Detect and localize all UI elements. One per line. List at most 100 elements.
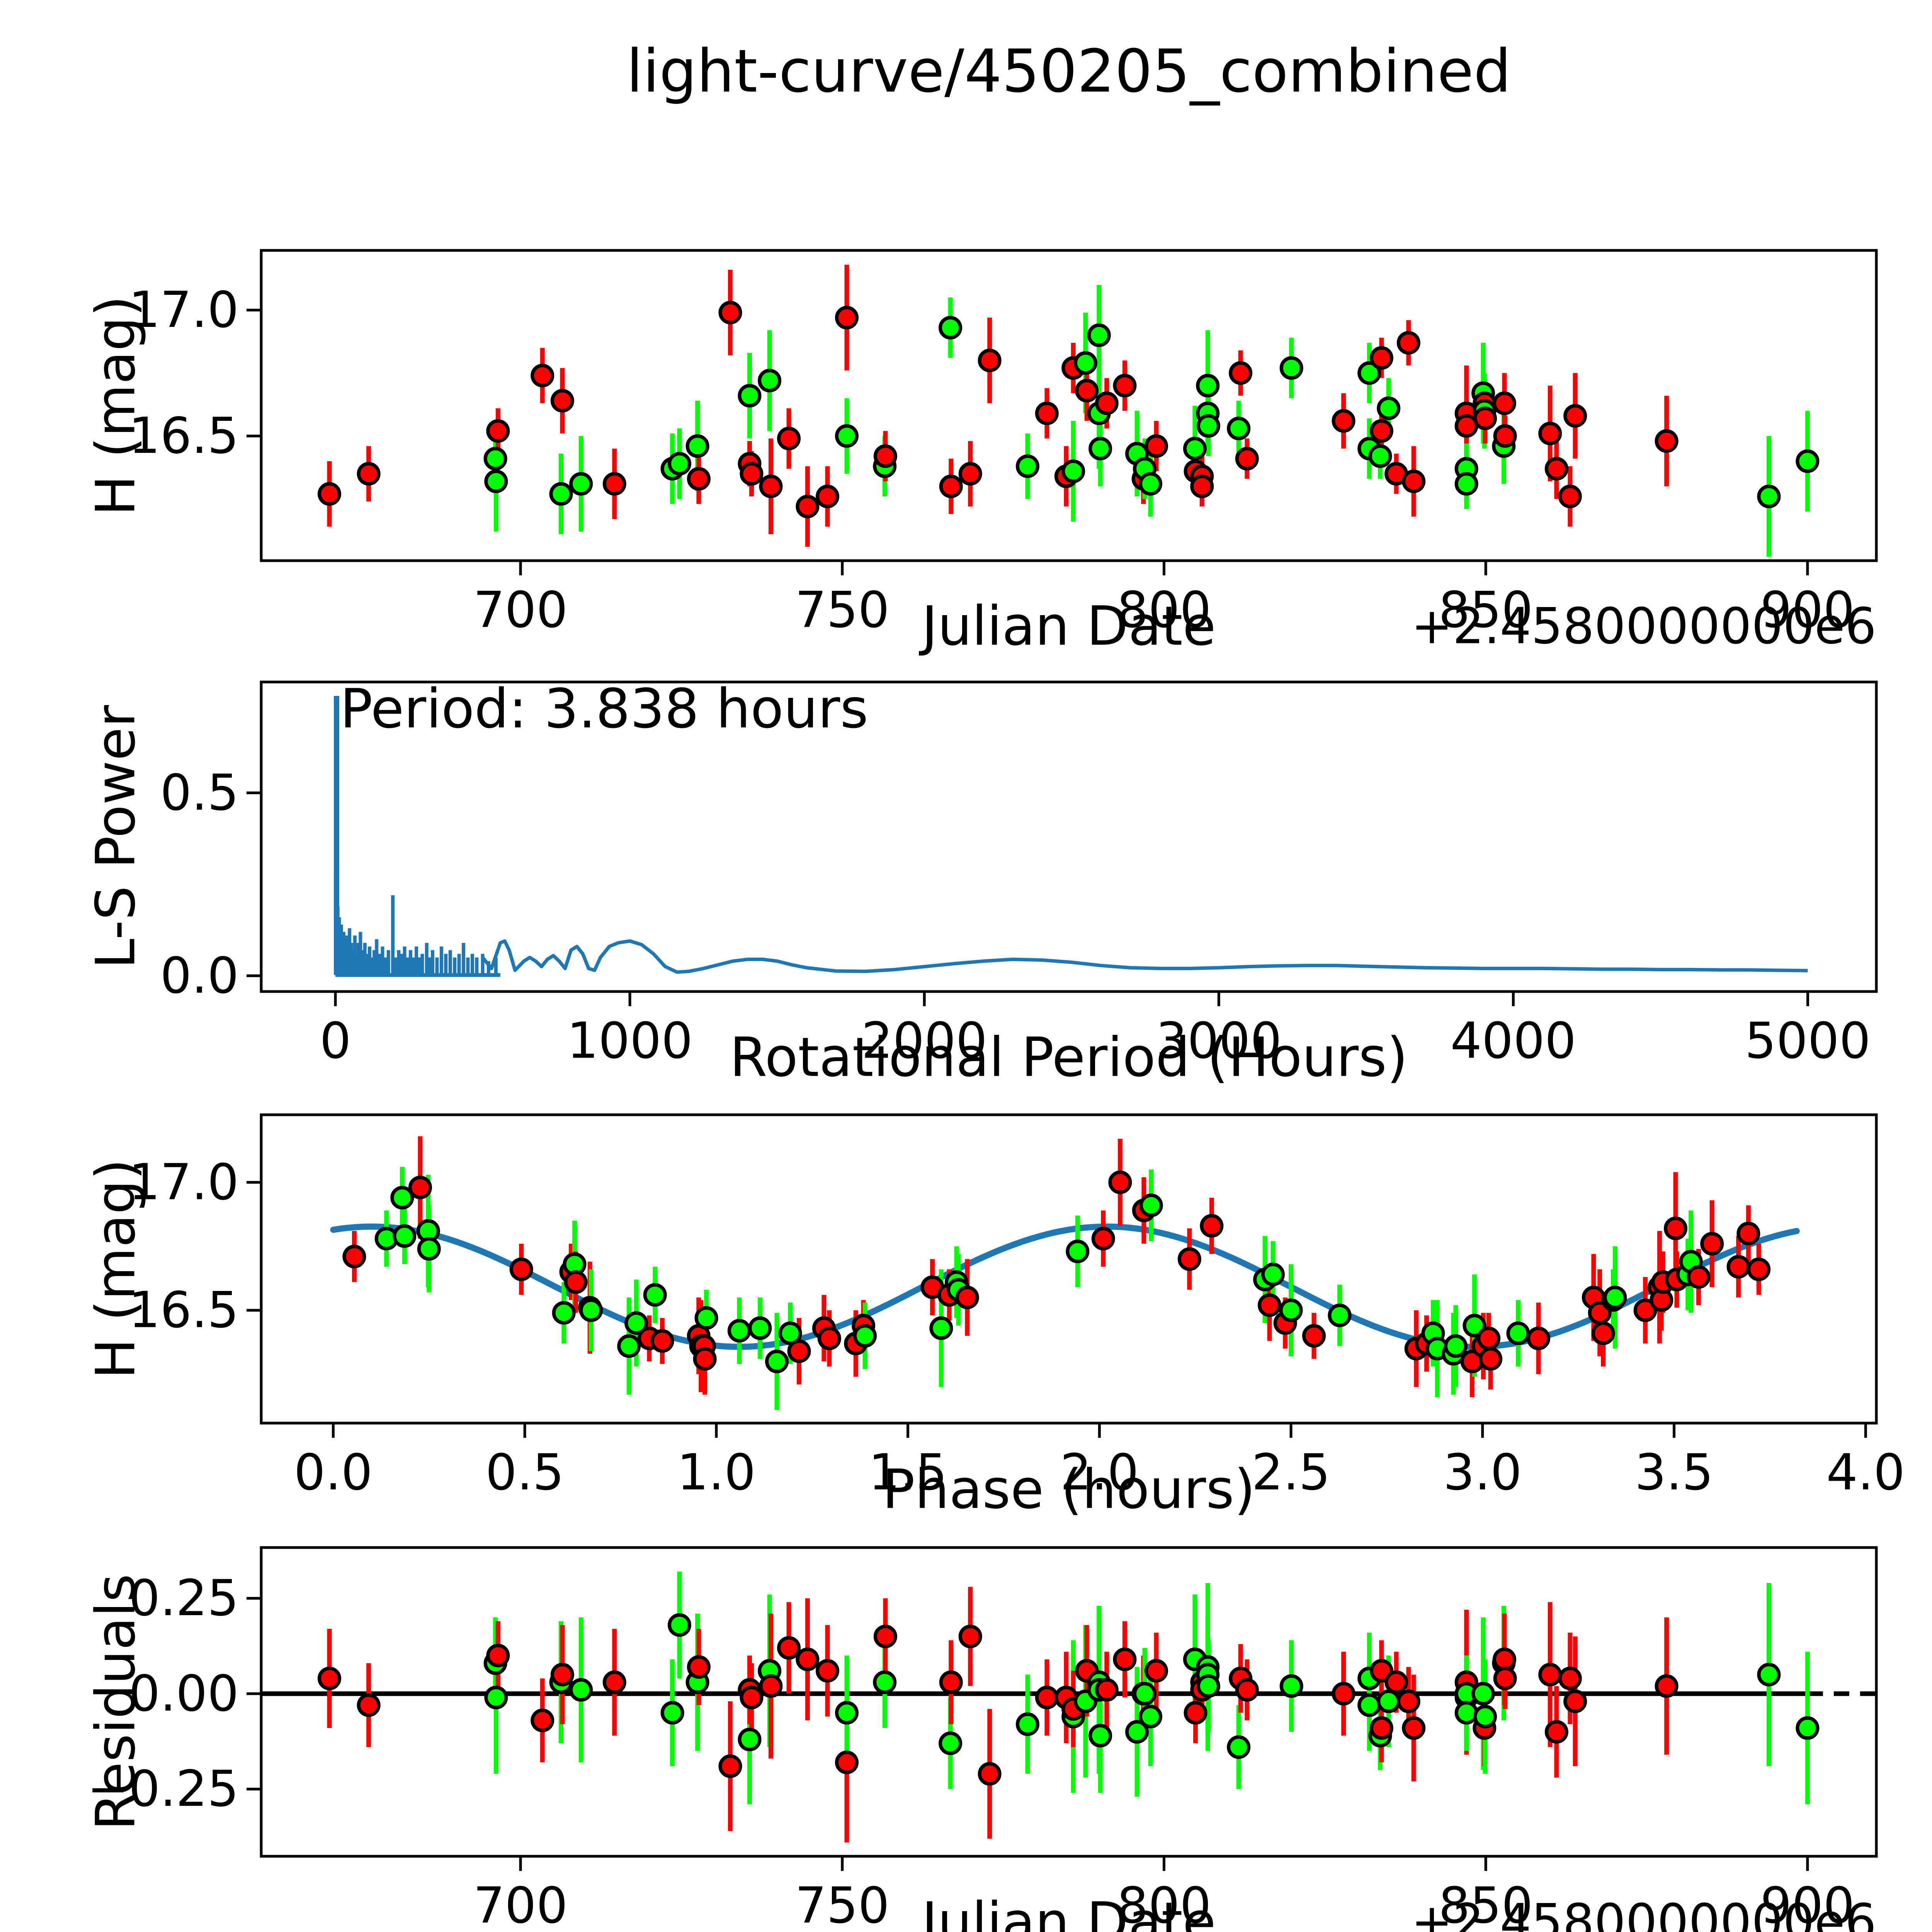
data-point — [1088, 437, 1112, 461]
data-point — [1377, 396, 1401, 420]
data-point — [693, 1347, 717, 1371]
data-point — [552, 1301, 576, 1325]
y-tick-label: 16.5 — [129, 407, 239, 465]
y-tick-label: 17.0 — [129, 281, 239, 339]
data-point — [1229, 361, 1253, 385]
data-point — [1726, 1255, 1750, 1279]
data-point — [1279, 1674, 1303, 1698]
data-point — [835, 1701, 859, 1725]
data-point — [1073, 351, 1097, 375]
data-point — [939, 474, 963, 498]
data-point — [1396, 331, 1420, 355]
data-point — [1757, 485, 1781, 509]
data-point — [1302, 1324, 1326, 1348]
data-point — [1444, 1334, 1468, 1358]
data-point — [1184, 1701, 1208, 1725]
data-point — [1369, 419, 1393, 443]
data-point — [484, 469, 508, 493]
data-point — [835, 424, 859, 448]
plot1-xlabel: Julian Date — [918, 595, 1216, 658]
y-tick-label: 17.0 — [129, 1153, 239, 1211]
data-point — [777, 1636, 801, 1660]
figure-title: light-curve/450205_combined — [626, 37, 1511, 106]
data-point — [1369, 1716, 1393, 1740]
data-point — [1035, 1685, 1059, 1709]
data-point — [939, 1670, 963, 1694]
data-point — [1125, 1720, 1149, 1744]
y-tick-label: 0.00 — [129, 1665, 239, 1723]
data-point — [550, 389, 574, 413]
data-point — [667, 452, 691, 476]
data-point — [759, 474, 783, 498]
data-point — [1200, 1214, 1224, 1238]
plot2-ylabel: L-S Power — [85, 705, 148, 969]
data-point — [1087, 323, 1111, 347]
data-point — [1035, 401, 1059, 425]
data-point — [835, 1750, 859, 1774]
plot4-ylabel: Residuals — [85, 1574, 148, 1830]
x-tick-label: 850 — [1439, 582, 1533, 639]
data-point — [1747, 1257, 1771, 1281]
data-point — [687, 467, 711, 491]
data-layer — [318, 265, 1820, 557]
data-point — [579, 1298, 603, 1322]
data-point — [1655, 429, 1679, 453]
data-point — [1544, 1720, 1568, 1744]
data-point — [1796, 1716, 1820, 1740]
data-point — [1463, 1314, 1486, 1338]
plot4-x-offset-label: +2.4580000000e6 — [1411, 1894, 1876, 1932]
x-tick-label: 5000 — [1745, 1012, 1871, 1070]
data-point — [531, 364, 554, 388]
x-tick-label: 0.0 — [294, 1444, 373, 1502]
data-point — [531, 1708, 554, 1732]
data-point — [318, 482, 342, 506]
data-point — [1736, 1221, 1760, 1245]
data-point — [1113, 1647, 1137, 1671]
data-point — [1687, 1265, 1711, 1289]
data-point — [617, 1334, 641, 1358]
x-tick-label: 4.0 — [1826, 1444, 1905, 1502]
data-point — [1558, 485, 1582, 509]
data-point — [390, 1186, 414, 1210]
data-point — [1328, 1303, 1352, 1327]
data-point — [484, 1685, 508, 1709]
data-point — [939, 1731, 963, 1755]
data-point — [1700, 1232, 1724, 1256]
data-point — [1108, 1170, 1132, 1194]
plot-periodogram: 0 1000 2000 3000 4000 5000 0.5 0.0 L-S Power Ro… — [85, 678, 1878, 1089]
x-tick-label: 2000 — [861, 1012, 987, 1070]
plot3-ylabel: H (mag) — [85, 1159, 148, 1379]
data-point — [1563, 1689, 1587, 1713]
data-point — [1538, 422, 1562, 446]
axes-spine — [260, 249, 1878, 562]
x-tick-label: 1.0 — [677, 1444, 756, 1502]
x-tick-label: 3.0 — [1443, 1444, 1522, 1502]
data-point — [738, 384, 762, 408]
data-point — [1091, 1227, 1115, 1251]
data-point — [1663, 1216, 1687, 1240]
data-point — [1493, 1667, 1517, 1690]
data-point — [1558, 1667, 1582, 1690]
y-tick-label: 0.25 — [129, 1570, 239, 1627]
x-tick-label: 3.5 — [1635, 1444, 1714, 1502]
data-point — [1493, 424, 1517, 448]
data-point — [1473, 406, 1497, 430]
x-tick-label: 850 — [1439, 1877, 1533, 1932]
data-layer — [261, 1571, 1876, 1843]
data-point — [718, 1754, 742, 1778]
data-point — [1075, 379, 1099, 403]
data-point — [1757, 1663, 1781, 1687]
axes-spine — [260, 680, 1878, 993]
y-tick-label: 0.5 — [160, 764, 239, 821]
data-point — [1095, 1678, 1119, 1702]
data-point — [978, 1762, 1002, 1786]
data-point — [650, 1329, 674, 1353]
data-point — [1655, 1674, 1679, 1698]
data-point — [758, 369, 782, 393]
plot-phase-curve: 0.0 0.5 1.0 1.5 2.0 2.5 3.0 3.5 4.0 17.0 16.5 H (m… — [85, 1113, 1905, 1521]
data-point — [1332, 409, 1355, 433]
sine-fit-line — [330, 1223, 1800, 1350]
x-tick-label: 900 — [1760, 1877, 1855, 1932]
data-point — [357, 462, 381, 486]
